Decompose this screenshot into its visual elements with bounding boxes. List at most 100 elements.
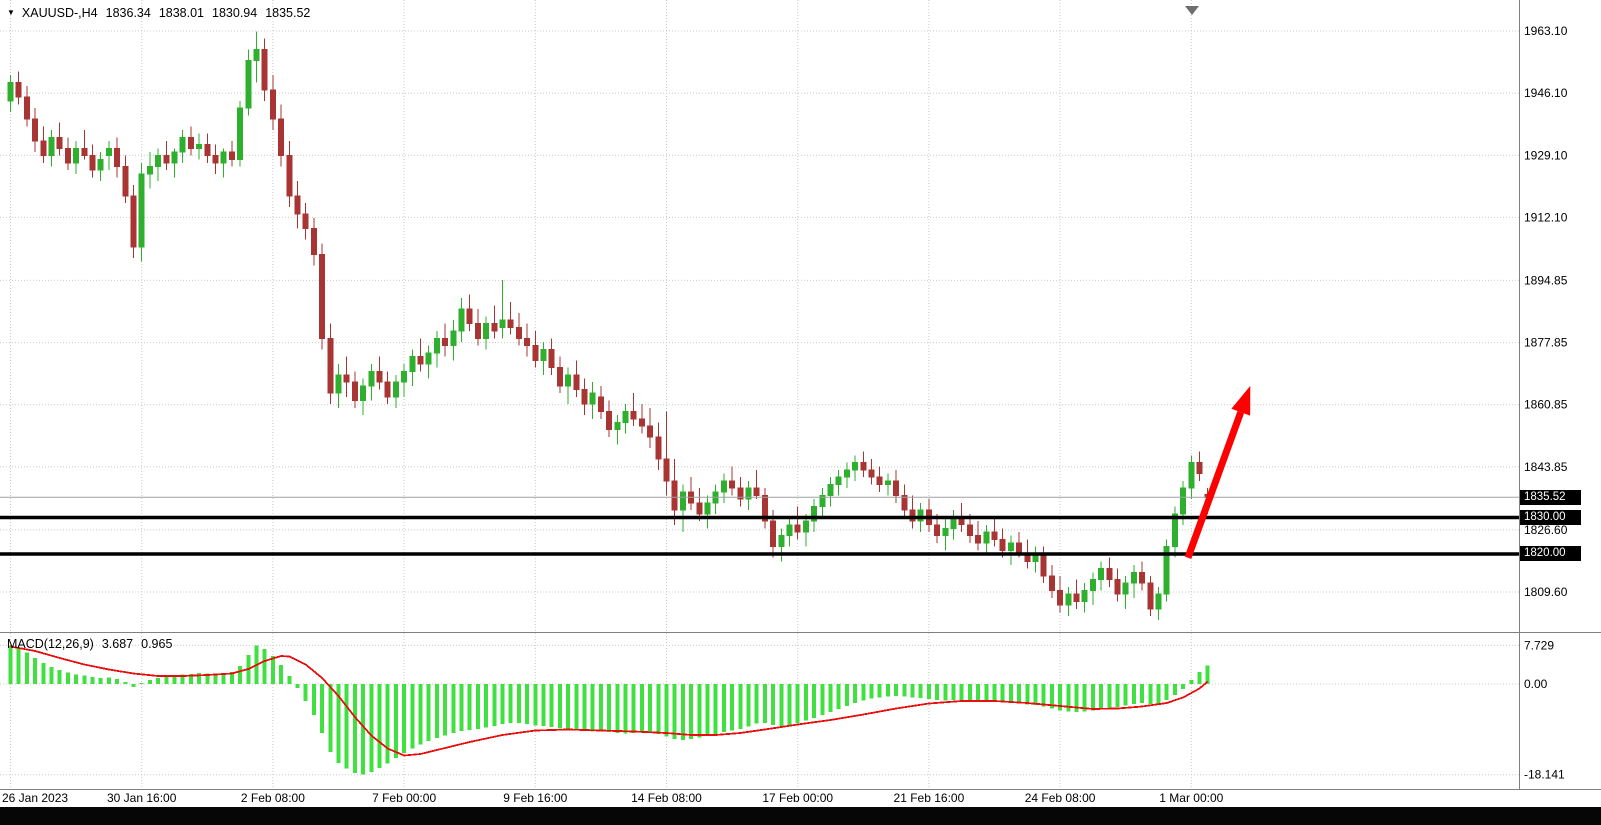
ohlc-low-value: 1830.94 xyxy=(212,6,258,20)
macd-histogram-bar xyxy=(8,646,13,684)
macd-histogram-bar xyxy=(279,665,284,684)
candle xyxy=(1171,513,1178,548)
candle xyxy=(253,49,260,62)
candle xyxy=(532,345,539,361)
candle xyxy=(860,462,867,471)
macd-histogram-bar xyxy=(410,684,415,749)
candle xyxy=(327,337,334,394)
macd-histogram-bar xyxy=(639,684,644,732)
macd-histogram-bar xyxy=(484,684,489,728)
macd-histogram-bar xyxy=(221,673,226,684)
candle xyxy=(417,356,424,365)
macd-histogram-bar xyxy=(180,674,185,684)
macd-histogram-bar xyxy=(615,684,620,733)
candle xyxy=(597,396,604,412)
trend-arrow-head-icon xyxy=(1231,385,1251,416)
candle xyxy=(81,147,88,157)
macd-histogram-bar xyxy=(566,684,571,730)
candle xyxy=(942,527,949,537)
macd-histogram-bar xyxy=(238,666,243,684)
macd-histogram-bar xyxy=(582,684,587,731)
macd-histogram-bar xyxy=(90,677,95,684)
time-axis-label: 26 Jan 2023 xyxy=(2,791,68,805)
macd-histogram-bar xyxy=(820,684,825,715)
macd-histogram-bar xyxy=(1058,684,1063,711)
macd-histogram-bar xyxy=(844,684,849,706)
macd-histogram-bar xyxy=(393,684,398,758)
candle xyxy=(548,348,555,369)
price-axis-label: 1826.60 xyxy=(1524,523,1568,537)
macd-histogram-bar xyxy=(574,684,579,730)
candle xyxy=(827,484,834,497)
price-axis-label: 1860.85 xyxy=(1524,398,1568,412)
price-axis-scale[interactable] xyxy=(1520,0,1601,789)
macd-histogram-bar xyxy=(672,684,677,739)
macd-histogram-bar xyxy=(557,684,562,729)
macd-histogram-bar xyxy=(943,684,948,701)
ohlc-high-value: 1838.01 xyxy=(158,6,205,20)
candle xyxy=(89,155,96,171)
macd-histogram-bar xyxy=(787,684,792,725)
macd-histogram-bar xyxy=(1148,684,1153,704)
candle xyxy=(368,370,375,387)
macd-histogram-bar xyxy=(98,678,103,684)
macd-histogram-bar xyxy=(500,684,505,724)
candle xyxy=(335,374,342,394)
time-axis-scale[interactable] xyxy=(0,790,1519,806)
chart-shift-marker-icon[interactable] xyxy=(1185,6,1199,15)
macd-histogram-bar xyxy=(139,683,144,684)
macd-histogram-bar xyxy=(984,684,989,702)
macd-histogram-bar xyxy=(1164,684,1169,700)
macd-histogram-bar xyxy=(361,684,366,775)
candle xyxy=(565,374,572,387)
macd-histogram-bar xyxy=(1066,684,1071,712)
current-price-badge: 1835.52 xyxy=(1520,489,1581,505)
macd-histogram-bar xyxy=(730,684,735,731)
macd-histogram-bar xyxy=(746,684,751,727)
macd-histogram-bar xyxy=(49,667,54,684)
macd-histogram-bar xyxy=(213,674,218,684)
candle xyxy=(1180,487,1187,515)
macd-histogram-bar xyxy=(598,684,603,732)
candle xyxy=(1130,571,1137,584)
macd-histogram-bar xyxy=(697,684,702,738)
bottom-status-bar xyxy=(0,807,1601,825)
candle xyxy=(573,374,580,391)
candle xyxy=(1147,582,1154,610)
macd-histogram-bar xyxy=(262,649,267,684)
candle xyxy=(97,158,104,171)
candle xyxy=(32,118,39,142)
macd-histogram-bar xyxy=(541,684,546,726)
macd-histogram-bar xyxy=(992,684,997,702)
macd-histogram-bar xyxy=(303,684,308,701)
time-axis-label: 24 Feb 08:00 xyxy=(1025,791,1096,805)
candle xyxy=(794,524,801,533)
macd-histogram-bar xyxy=(115,679,120,684)
candle xyxy=(1040,553,1047,577)
candle xyxy=(179,136,186,153)
candle xyxy=(761,495,768,522)
macd-histogram-bar xyxy=(525,684,530,724)
macd-histogram-bar xyxy=(1107,684,1112,708)
macd-histogram-bar xyxy=(607,684,612,732)
chart-header: ▼ XAUUSD-,H4 1836.34 1838.01 1830.94 183… xyxy=(7,6,310,20)
candle xyxy=(1065,593,1072,606)
macd-histogram-bar xyxy=(902,684,907,697)
macd-axis-label: 0.00 xyxy=(1524,677,1548,691)
symbol-dropdown-icon[interactable]: ▼ xyxy=(7,8,15,17)
candle xyxy=(966,524,973,537)
macd-histogram-bar xyxy=(287,676,292,684)
candle xyxy=(130,195,137,248)
candle xyxy=(499,319,506,328)
macd-histogram-bar xyxy=(418,684,423,745)
candle xyxy=(483,323,490,339)
macd-histogram-bar xyxy=(1049,684,1054,709)
macd-histogram-bar xyxy=(648,684,653,733)
candle xyxy=(1057,590,1064,606)
candle xyxy=(286,155,293,197)
macd-histogram-bar xyxy=(967,684,972,701)
macd-histogram-bar xyxy=(680,684,685,740)
macd-layer xyxy=(8,645,1210,775)
candle xyxy=(581,389,588,405)
